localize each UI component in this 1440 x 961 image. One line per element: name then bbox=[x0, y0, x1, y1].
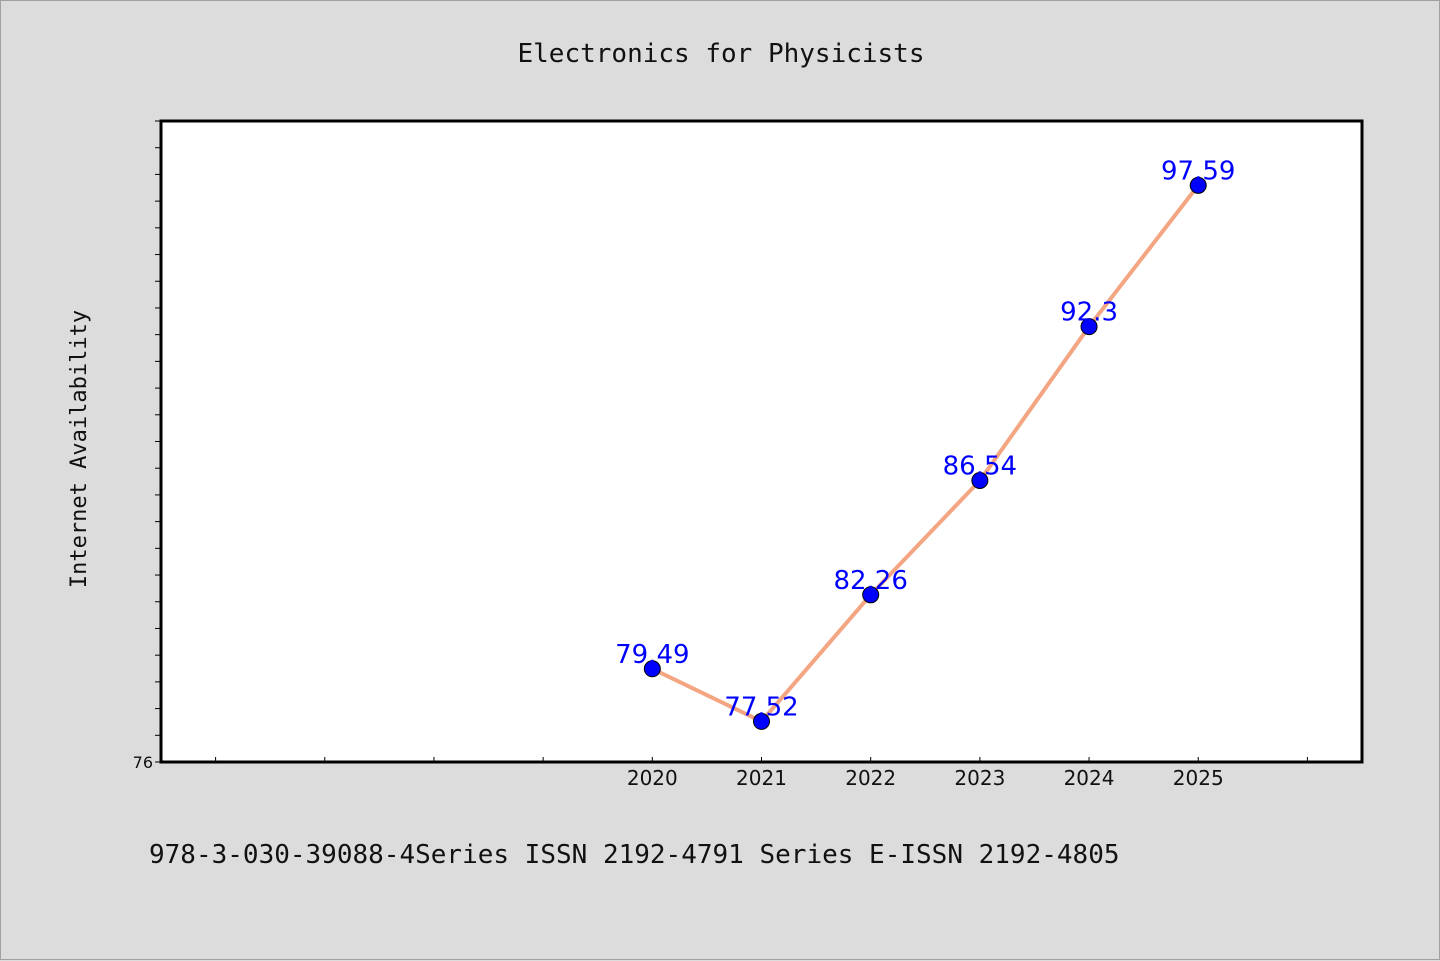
y-tick-label: 76 bbox=[133, 753, 153, 772]
x-tick-label: 2022 bbox=[845, 766, 896, 790]
data-label: 82.26 bbox=[833, 566, 907, 596]
y-axis-label: Internet Availability bbox=[67, 310, 92, 588]
series-markers bbox=[643, 176, 1207, 730]
data-point bbox=[1189, 176, 1207, 194]
data-point bbox=[971, 471, 989, 489]
data-label: 97.59 bbox=[1161, 156, 1235, 186]
data-point bbox=[753, 712, 770, 730]
x-tick-label: 2020 bbox=[627, 766, 678, 790]
data-label: 86.54 bbox=[943, 451, 1017, 481]
data-label: 92.3 bbox=[1060, 298, 1118, 328]
data-label: 77.52 bbox=[724, 692, 798, 722]
data-label: 79.49 bbox=[615, 640, 689, 670]
data-labels: 79.49 77.52 82.26 86.54 92.3 97.59 bbox=[615, 156, 1235, 722]
data-point bbox=[862, 586, 880, 604]
plot-border bbox=[159, 119, 1364, 764]
x-tick-label: 2023 bbox=[954, 766, 1005, 790]
x-axis-ticks: 2020 2021 2022 2023 2024 2025 bbox=[215, 757, 1308, 790]
y-axis-ticks: 76 bbox=[133, 120, 161, 772]
data-point bbox=[643, 660, 661, 678]
x-tick-label: 2021 bbox=[736, 766, 787, 790]
plot-area bbox=[161, 121, 1362, 762]
x-tick-label: 2024 bbox=[1064, 766, 1115, 790]
footer-isbn-text: 978-3-030-39088-4Series ISSN 2192-4791 S… bbox=[149, 840, 1120, 870]
chart-title: Electronics for Physicists bbox=[518, 39, 925, 69]
x-tick-label: 2025 bbox=[1173, 766, 1224, 790]
data-point bbox=[1080, 318, 1098, 336]
series-line bbox=[651, 184, 1200, 724]
